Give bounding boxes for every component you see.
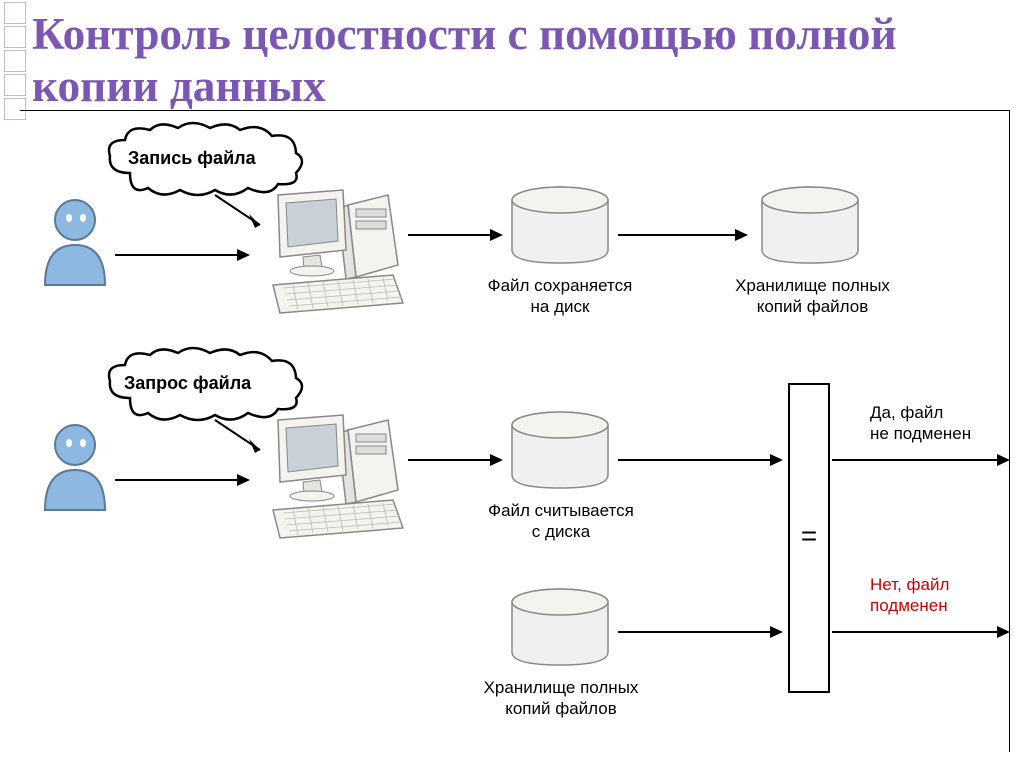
arrow-icon [832, 622, 1012, 642]
arrow-icon [408, 450, 508, 470]
database-icon [755, 185, 865, 270]
page-title: Контроль целостности с помощью полной ко… [32, 8, 1004, 112]
arrow-icon [618, 450, 788, 470]
database-icon [505, 587, 615, 672]
arrow-icon [832, 450, 1012, 470]
user-icon [35, 195, 115, 290]
database-icon [505, 410, 615, 495]
slide-decoration [0, 0, 30, 122]
arrow-icon [408, 225, 508, 245]
computer-icon [258, 185, 408, 315]
arrow-icon [115, 245, 255, 265]
cloud-request-label: Запрос файла [124, 372, 251, 395]
user-icon [35, 420, 115, 515]
cloud-write-label: Запись файла [128, 147, 256, 170]
arrow-icon [115, 470, 255, 490]
result-no-label: Нет, файл подменен [870, 574, 1010, 617]
arrow-icon [618, 225, 753, 245]
file-read-label: Файл считывается с диска [476, 500, 646, 543]
result-yes-label: Да, файл не подменен [870, 402, 1010, 445]
arrow-icon [618, 622, 788, 642]
storage-top-label: Хранилище полных копий файлов [725, 275, 900, 318]
file-save-label: Файл сохраняется на диск [480, 275, 640, 318]
compare-equals: = [788, 520, 830, 552]
computer-icon [258, 410, 408, 540]
storage-bottom-label: Хранилище полных копий файлов [472, 677, 650, 720]
database-icon [505, 185, 615, 270]
